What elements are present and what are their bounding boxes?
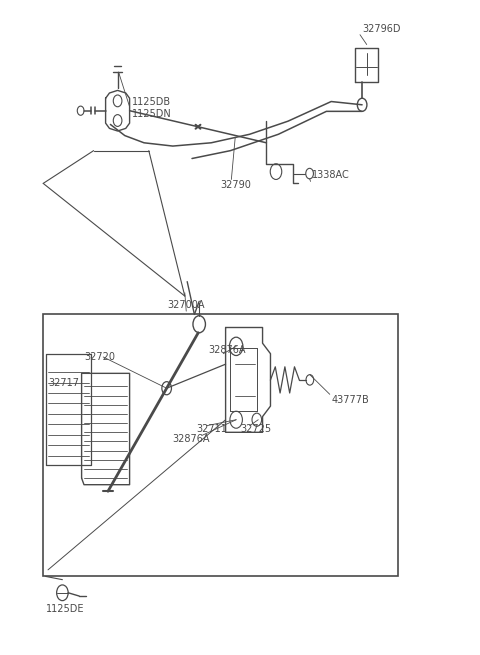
Text: 1338AC: 1338AC xyxy=(312,170,350,180)
Text: 32876A: 32876A xyxy=(173,434,210,444)
Text: 32790: 32790 xyxy=(221,179,252,190)
Text: 32725: 32725 xyxy=(240,424,271,434)
Text: 32717: 32717 xyxy=(48,378,79,388)
Text: 32720: 32720 xyxy=(84,352,115,362)
Bar xyxy=(43,314,398,576)
Text: 32796D: 32796D xyxy=(362,24,401,35)
Text: 43777B: 43777B xyxy=(331,394,369,405)
Text: 1125DB: 1125DB xyxy=(132,96,171,107)
Text: 32700A: 32700A xyxy=(168,299,205,310)
Text: 1125DN: 1125DN xyxy=(132,109,172,119)
Text: 32876A: 32876A xyxy=(209,345,246,356)
Text: 32711: 32711 xyxy=(197,424,228,434)
Text: 1125DE: 1125DE xyxy=(46,604,84,614)
